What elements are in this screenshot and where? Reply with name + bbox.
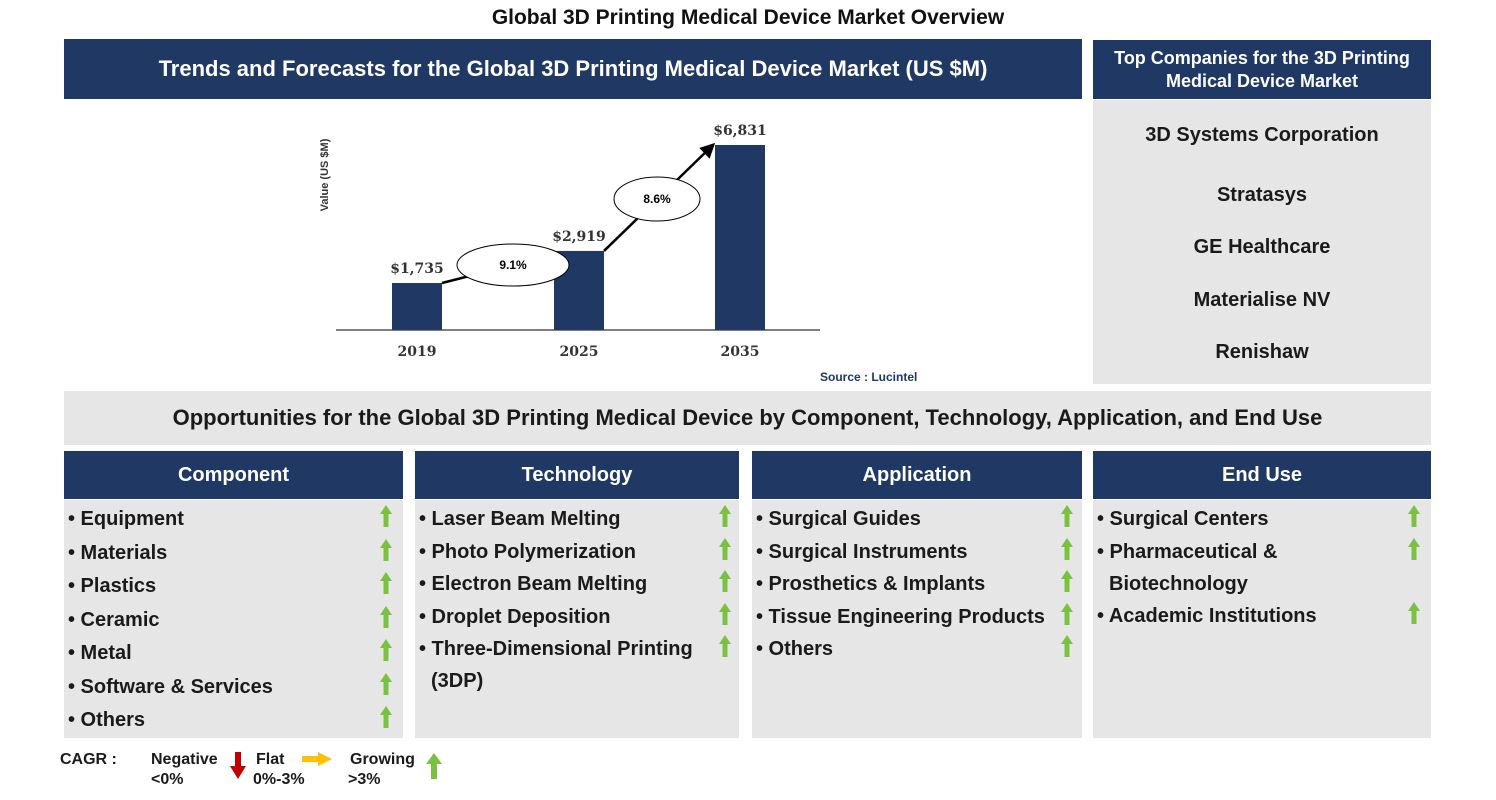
segment-item: • Metal [68, 642, 132, 664]
segment-item: (3DP) [431, 670, 484, 692]
source-note: Source : Lucintel [820, 370, 918, 384]
segment-item: • Ceramic [68, 608, 160, 631]
up-arrow-icon [380, 639, 392, 661]
segment-item: • Materials [68, 541, 168, 564]
legend-flat-range: 0%-3% [253, 771, 305, 788]
up-arrow-icon [380, 672, 392, 695]
segment-item: • Photo Polymerization [419, 540, 637, 563]
segment-item: • Surgical Instruments [756, 540, 968, 563]
company-item: Stratasys [1216, 184, 1308, 206]
forecast-bar-chart: Value (US $M) $1,735 2019 $2,919 2025 $6,831 2… [319, 123, 820, 360]
segment-panel: • Surgical Centers • Pharmaceutical & Biot… [1093, 500, 1431, 738]
segment-item: • Others [68, 709, 146, 731]
segment-header: Application [752, 451, 1082, 499]
cagr-label: 9.1% [499, 258, 527, 272]
down-arrow-icon [230, 752, 246, 779]
company-item: 3D Systems Corporation [1145, 124, 1379, 146]
segment-item: • Equipment [68, 508, 184, 530]
x-tick-label: 2035 [721, 344, 760, 360]
companies-header: Top Companies for the 3D Printing Medica… [1093, 40, 1431, 99]
segment-header: Component [64, 451, 403, 499]
companies-panel: 3D Systems Corporation Stratasys GE Heal… [1093, 100, 1431, 384]
up-arrow-icon [380, 572, 392, 594]
segment-item: • Surgical Centers [1097, 508, 1269, 530]
segment-item: • Prosthetics & Implants [756, 573, 986, 595]
right-arrow-icon [302, 752, 332, 766]
up-arrow-icon [719, 570, 731, 592]
up-arrow-icon [719, 635, 731, 657]
segment-item: • Three-Dimensional Printing [419, 638, 693, 660]
up-arrow-icon [380, 706, 392, 728]
up-arrow-icon [380, 505, 392, 527]
x-tick-label: 2025 [560, 344, 599, 360]
legend-negative-range: <0% [151, 771, 184, 788]
up-arrow-icon [1408, 537, 1420, 560]
up-arrow-icon [1408, 505, 1420, 527]
cagr-bubble [456, 243, 570, 287]
segment-item: • Surgical Guides [756, 508, 921, 530]
legend-label: CAGR : [60, 751, 117, 768]
company-item: Materialise NV [1193, 289, 1331, 311]
up-arrow-icon [1061, 505, 1073, 527]
segment-item: • Droplet Deposition [419, 605, 611, 628]
bar-value-label: $2,919 [552, 229, 606, 245]
segment-item: • Software & Services [68, 675, 273, 698]
segment-item: • Electron Beam Melting [419, 573, 648, 595]
legend-growing-range: >3% [348, 771, 381, 788]
legend-growing-label: Growing [350, 751, 415, 768]
x-tick-label: 2019 [398, 344, 437, 360]
up-arrow-icon [719, 602, 731, 625]
segment-panel: • Surgical Guides • Surgical Instruments •… [752, 500, 1082, 738]
cagr-label: 8.6% [643, 192, 671, 206]
legend-flat-label: Flat [256, 751, 285, 768]
up-arrow-icon [1408, 602, 1420, 624]
chart-header: Trends and Forecasts for the Global 3D P… [64, 39, 1082, 99]
segment-item: • Tissue Engineering Products [756, 605, 1045, 628]
up-arrow-icon [380, 538, 392, 561]
up-arrow-icon [1061, 570, 1073, 592]
segment-header: End Use [1093, 451, 1431, 499]
up-arrow-icon [719, 537, 731, 560]
up-arrow-icon [1061, 602, 1073, 625]
segment-item: • Pharmaceutical & [1097, 540, 1278, 563]
segment-item: Biotechnology [1109, 572, 1248, 595]
y-axis-label: Value (US $M) [319, 138, 331, 211]
bar-2035 [715, 145, 765, 330]
up-arrow-icon [380, 605, 392, 628]
up-arrow-icon [426, 753, 442, 779]
segment-item: • Laser Beam Melting [419, 508, 621, 530]
company-item: Renishaw [1215, 341, 1309, 363]
segment-panel: • Laser Beam Melting • Photo Polymerizati… [415, 500, 739, 738]
bar-value-label: $1,735 [390, 261, 444, 277]
bar-value-label: $6,831 [713, 123, 767, 139]
up-arrow-icon [1061, 537, 1073, 560]
up-arrow-icon [719, 505, 731, 527]
company-item: GE Healthcare [1193, 236, 1331, 258]
segment-item: • Others [756, 638, 834, 660]
bar-2019 [392, 283, 442, 330]
legend-negative-label: Negative [151, 751, 218, 768]
segment-item: • Academic Institutions [1097, 605, 1317, 627]
up-arrow-icon [1061, 635, 1073, 657]
page-title: Global 3D Printing Medical Device Market… [491, 6, 1005, 29]
segment-header: Technology [415, 451, 739, 499]
opportunities-banner: Opportunities for the Global 3D Printing… [64, 391, 1431, 445]
segment-item: • Plastics [68, 575, 157, 597]
segment-panel: • Equipment • Materials • Plastics • Cerami… [64, 500, 403, 738]
cagr-bubble [613, 176, 701, 222]
